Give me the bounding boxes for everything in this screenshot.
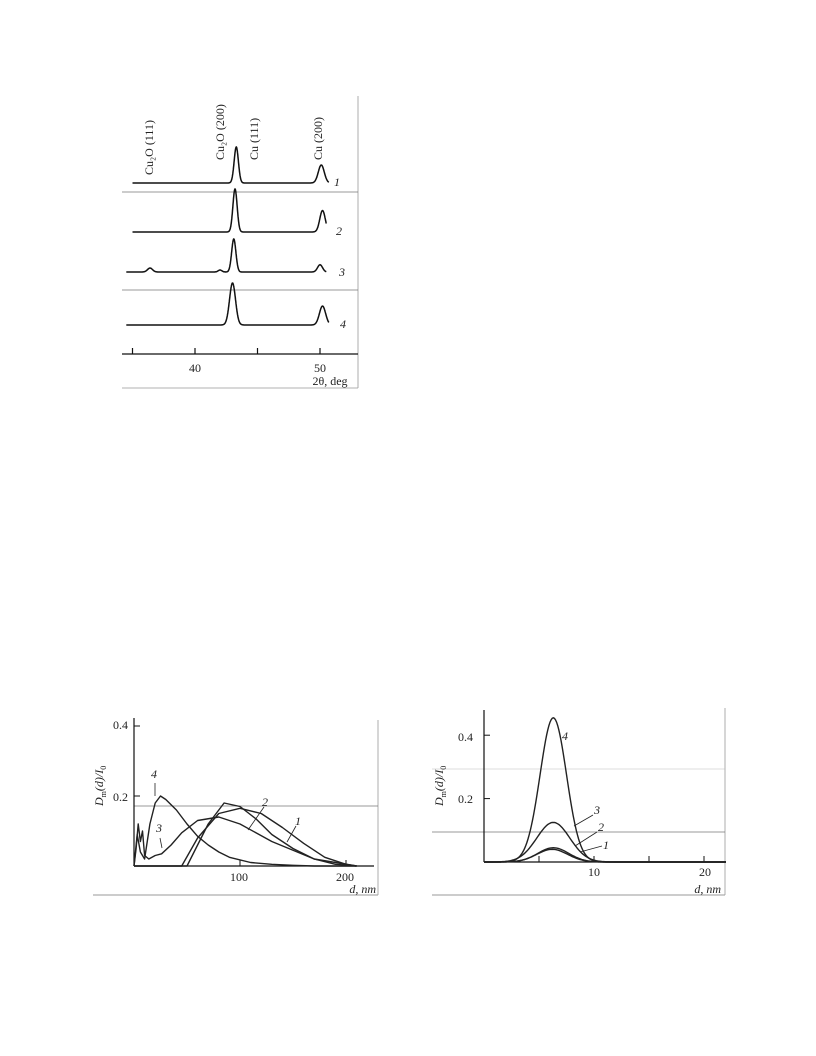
xrd-series-2-line	[132, 187, 328, 233]
xrd-series-label-2: 2	[336, 224, 342, 238]
xrd-series-4-line	[126, 282, 330, 326]
psd-left-leader-3	[159, 837, 163, 849]
xrd-annotation-cu2o-200: Cu₂O (200)	[213, 104, 227, 160]
xrd-series-3-line	[126, 238, 327, 273]
psd-left-x-axis-label: d, nm	[349, 882, 376, 896]
psd-right-series-label-4: 4	[562, 729, 568, 743]
psd-right-ytick-0.4: 0.4	[458, 730, 473, 744]
xrd-annotation-cu2o-111: Cu₂O (111)	[142, 120, 156, 175]
xrd-annotation-cu-111: Cu (111)	[247, 118, 261, 160]
psd-left-series-label-3: 3	[155, 821, 162, 835]
psd-right-x-axis-label: d, nm	[694, 882, 721, 896]
psd-right-xtick-10: 10	[588, 865, 600, 879]
psd-right-series-label-1: 1	[603, 838, 609, 852]
psd-right-chart: 0.4 0.2 10 20 d, nm Dm(d)/I0 4 3 2 1	[432, 708, 726, 896]
xrd-chart: 40 50 2θ, deg Cu₂O (111) Cu₂O (200) Cu (…	[122, 96, 359, 389]
psd-left-ticks	[134, 725, 347, 866]
psd-left-ytick-0.4: 0.4	[113, 718, 128, 732]
psd-left-series-label-2: 2	[262, 795, 268, 809]
xrd-tick-label-40: 40	[189, 361, 201, 375]
psd-right-leader-2	[574, 831, 598, 847]
psd-left-xtick-200: 200	[336, 870, 354, 884]
xrd-x-axis-label: 2θ, deg	[312, 374, 347, 388]
psd-left-series-label-1: 1	[295, 814, 301, 828]
psd-left-series-3-line	[133, 816, 357, 867]
xrd-series-label-1: 1	[334, 175, 340, 189]
psd-right-y-axis-label: Dm(d)/I0	[432, 766, 448, 807]
psd-left-ytick-0.2: 0.2	[113, 790, 128, 804]
psd-left-xtick-100: 100	[230, 870, 248, 884]
psd-left-chart: 0.4 0.2 100 200 d, nm Dm(d)/I0 4 3 2 1	[92, 718, 379, 896]
xrd-series-label-4: 4	[340, 317, 346, 331]
xrd-series-label-3: 3	[338, 265, 345, 279]
psd-left-series-4-line	[133, 795, 357, 867]
psd-right-series-label-3: 3	[593, 803, 600, 817]
xrd-ticks	[131, 348, 321, 354]
psd-right-series-4-line	[484, 717, 726, 863]
psd-right-series-label-2: 2	[598, 820, 604, 834]
psd-right-curves	[484, 717, 726, 863]
psd-right-leader-3	[573, 814, 594, 827]
xrd-series-1-line	[132, 146, 330, 184]
xrd-annotation-cu-200: Cu (200)	[311, 117, 325, 160]
xrd-tick-label-50: 50	[314, 361, 326, 375]
psd-left-curves	[133, 795, 357, 867]
psd-right-xtick-20: 20	[699, 865, 711, 879]
xrd-curves	[126, 146, 330, 326]
psd-left-y-axis-label: Dm(d)/I0	[92, 766, 108, 807]
psd-left-series-label-4: 4	[151, 767, 157, 781]
psd-left-series-1-line	[134, 807, 357, 867]
psd-right-ticks	[484, 734, 705, 862]
psd-right-ytick-0.2: 0.2	[458, 792, 473, 806]
